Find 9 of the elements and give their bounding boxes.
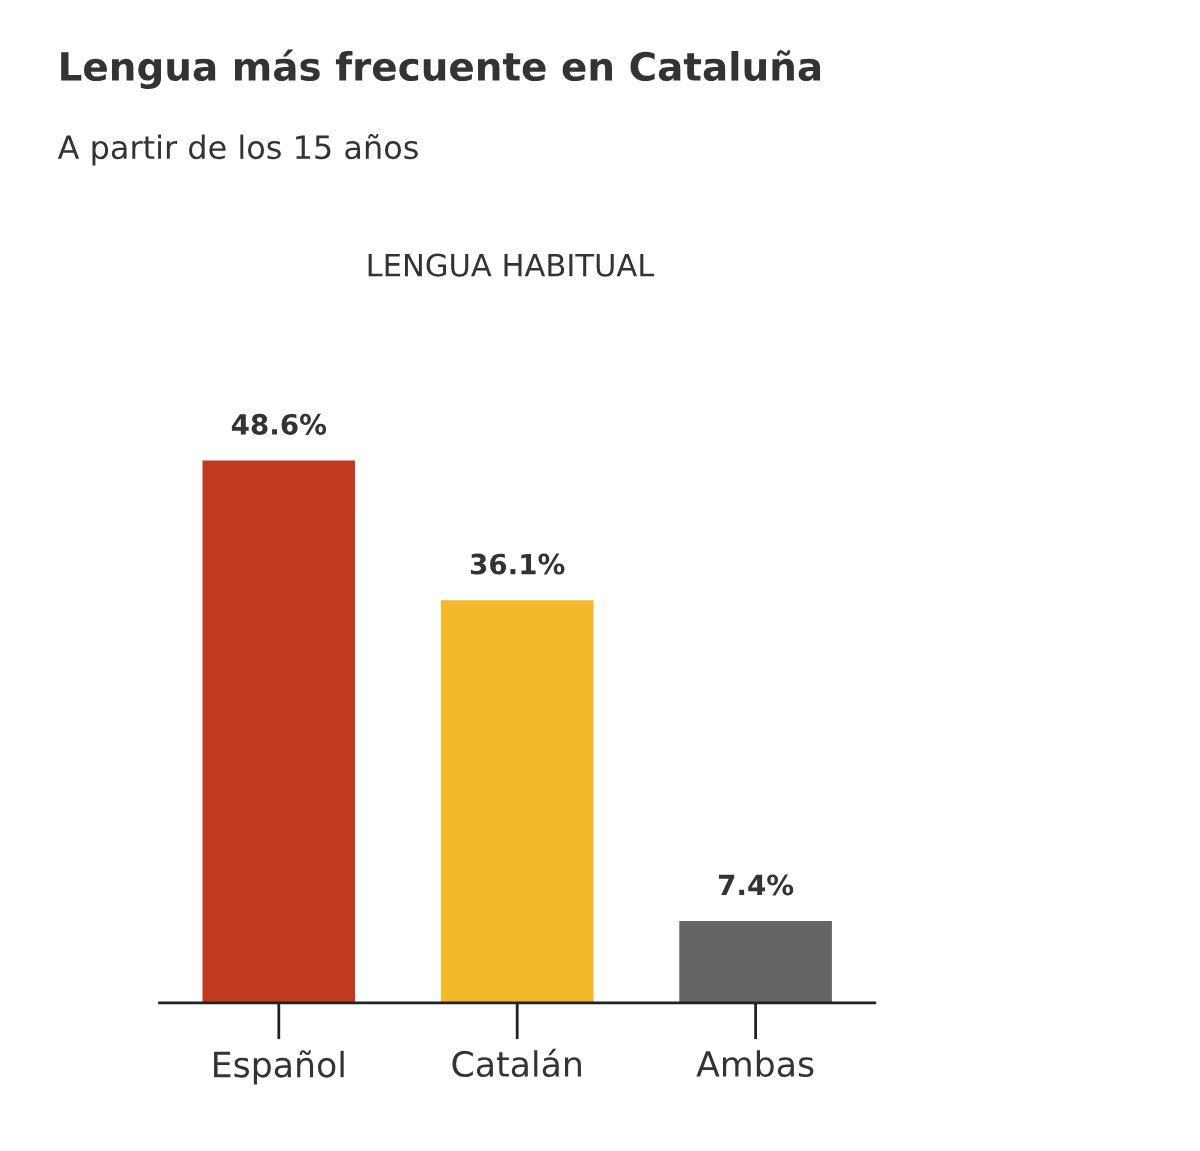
data-label: 48.6% — [231, 413, 327, 435]
data-label: 36.1% — [470, 553, 565, 575]
x-tick-label: Ambas — [696, 1050, 814, 1078]
chart-title: Lengua más frecuente en Cataluña — [61, 49, 821, 89]
chart-subtitle: A partir de los 15 años — [57, 134, 418, 166]
x-tick-label: Catalán — [452, 1048, 581, 1078]
text: LENGUA HABITUAL — [368, 253, 655, 277]
x-tick-label: Español — [214, 1050, 344, 1085]
data-label: 7.4% — [718, 874, 794, 896]
